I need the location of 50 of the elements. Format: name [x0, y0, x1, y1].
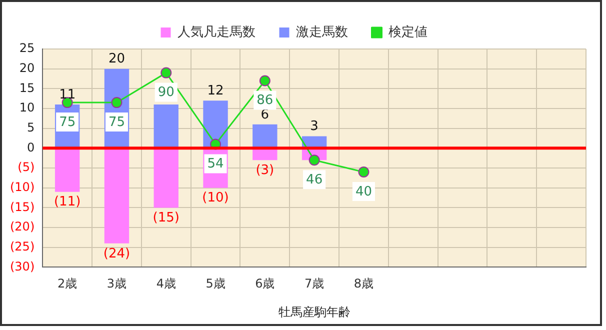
x-tick-label: 7歳 [304, 276, 324, 291]
y-tick-label: 20 [19, 60, 35, 75]
y-tick-label: (30) [10, 259, 35, 274]
bar [54, 148, 80, 192]
data-label: 54 [207, 156, 224, 172]
data-label: 75 [59, 114, 76, 130]
y-tick-label: 5 [26, 120, 35, 134]
y-tick-label: (10) [10, 180, 35, 194]
bar [154, 104, 178, 148]
x-tick-label: 4歳 [156, 276, 176, 291]
x-tick-label: 3歳 [106, 276, 127, 291]
legend-label: 人気凡走馬数 [177, 24, 256, 40]
legend-label: 激走馬数 [296, 24, 348, 40]
x-tick-label: 2歳 [58, 276, 78, 291]
data-label: 20 [108, 52, 125, 67]
y-tick-label: 10 [19, 100, 35, 115]
point [259, 75, 270, 86]
data-label: (24) [103, 246, 130, 262]
point [358, 166, 370, 178]
data-label: (11) [54, 194, 81, 210]
x-tick-label: 6歳 [255, 276, 275, 291]
legend-label: 検定値 [388, 24, 428, 40]
point [160, 67, 172, 78]
point [111, 97, 122, 108]
data-label: 40 [355, 184, 372, 200]
data-label: 46 [306, 172, 323, 188]
point [308, 154, 320, 166]
bar [104, 148, 130, 244]
data-label: (3) [256, 162, 274, 178]
bar [252, 124, 278, 148]
data-label: 12 [207, 83, 224, 98]
data-label: 86 [256, 93, 274, 108]
y-tick-label: 25 [19, 41, 35, 56]
data-label: (15) [152, 210, 180, 226]
data-label: 90 [158, 85, 174, 100]
data-label: (10) [202, 190, 229, 206]
y-tick-label: (5) [18, 160, 35, 174]
y-tick-label: (25) [10, 239, 35, 254]
y-tick-label: (20) [10, 220, 35, 234]
data-label: 11 [59, 87, 76, 102]
data-label: 75 [108, 114, 125, 130]
y-tick-label: (15) [10, 200, 35, 214]
bar [252, 148, 278, 160]
x-axis-title: 牡馬産駒年齢 [278, 304, 350, 319]
x-tick-label: 8歳 [354, 276, 374, 291]
y-tick-label: 15 [19, 80, 35, 95]
data-label: 3 [310, 119, 318, 134]
y-tick-label: 0 [26, 140, 35, 154]
bar [154, 148, 178, 208]
x-tick-label: 5歳 [206, 276, 226, 291]
